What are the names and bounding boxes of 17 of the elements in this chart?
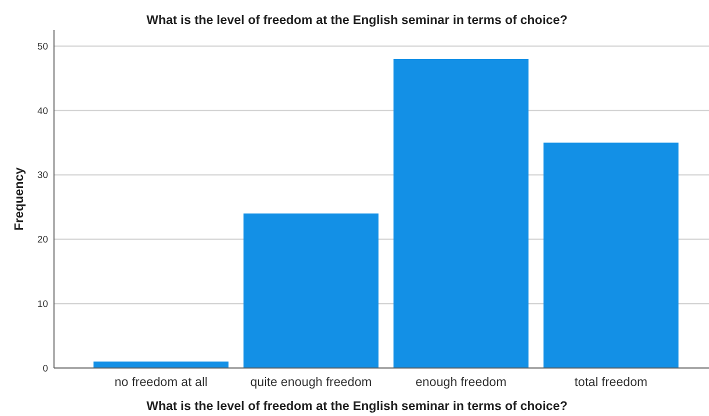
x-tick-label: no freedom at all: [114, 375, 208, 389]
x-tick-label: enough freedom: [415, 375, 507, 389]
bar: [244, 213, 378, 368]
bar: [544, 142, 678, 368]
x-tick-label: quite enough freedom: [250, 375, 372, 389]
bar: [94, 362, 228, 368]
y-tick-label: 30: [37, 170, 48, 182]
y-tick-label: 10: [37, 298, 48, 310]
bar: [394, 58, 528, 368]
x-tick-label: total freedom: [574, 375, 648, 389]
y-tick-label: 50: [37, 41, 48, 52]
y-tick-label: 40: [37, 106, 48, 117]
chart-title: What is the level of freedom at the English seminar in terms of choice?: [146, 13, 568, 27]
x-axis-title: What is the level of freedom at the English seminar in terms of choice?: [146, 399, 568, 413]
y-tick-label: 20: [37, 234, 48, 246]
y-axis-title: Frequency: [12, 167, 26, 231]
y-tick-label: 0: [42, 363, 48, 374]
